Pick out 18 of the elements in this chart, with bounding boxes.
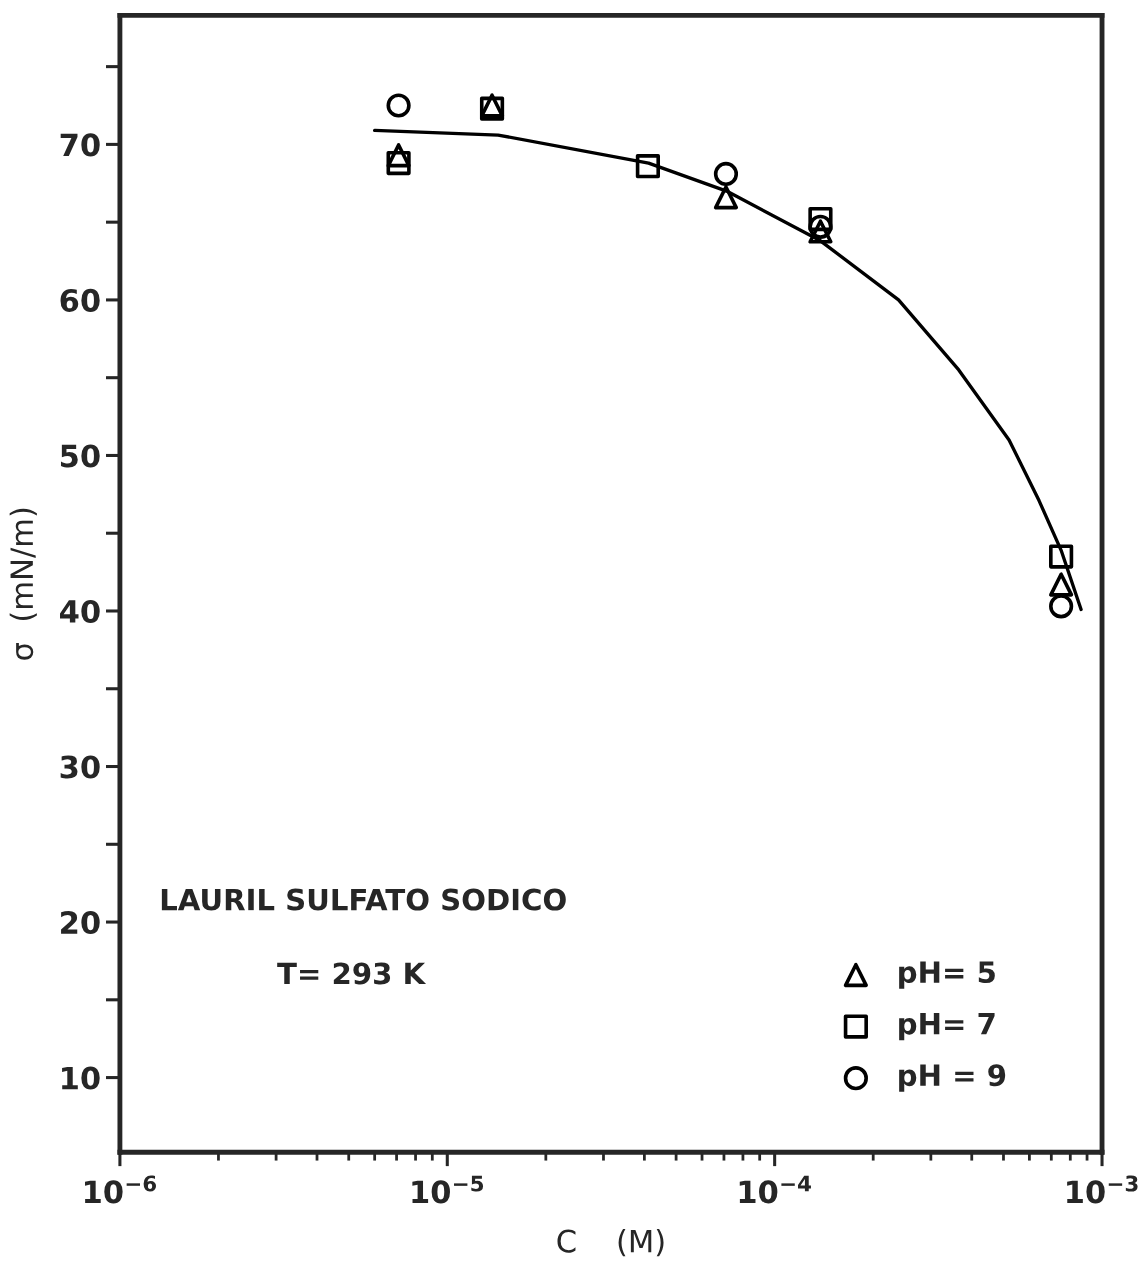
y-tick-label: 20 <box>61 910 100 935</box>
legend-label: pH= 7 <box>899 1012 995 1041</box>
y-axis-title: σ (mN/m) <box>9 508 37 660</box>
y-tick-label: 60 <box>60 288 100 312</box>
x-tick-label: 10$^{−5}$ <box>412 1175 484 1204</box>
y-tick-label: 30 <box>60 755 100 779</box>
legend-label: pH = 9 <box>899 1064 1006 1092</box>
y-tick-label: 40 <box>60 599 100 624</box>
x-tick-label: 10$^{−3}$ <box>1067 1175 1138 1204</box>
y-tick-label: 10 <box>62 1066 100 1090</box>
y-tick-label: 70 <box>60 133 100 157</box>
annotation: T= 293 K <box>277 962 427 985</box>
y-tick-label: 50 <box>61 444 100 468</box>
annotation: LAURIL SULFATO SODICO <box>161 888 566 911</box>
x-tick-label: 10$^{−4}$ <box>739 1175 811 1204</box>
legend-label: pH= 5 <box>899 961 995 989</box>
x-tick-label: 10$^{−6}$ <box>85 1175 157 1204</box>
x-axis-title: C (M) <box>557 1229 664 1257</box>
